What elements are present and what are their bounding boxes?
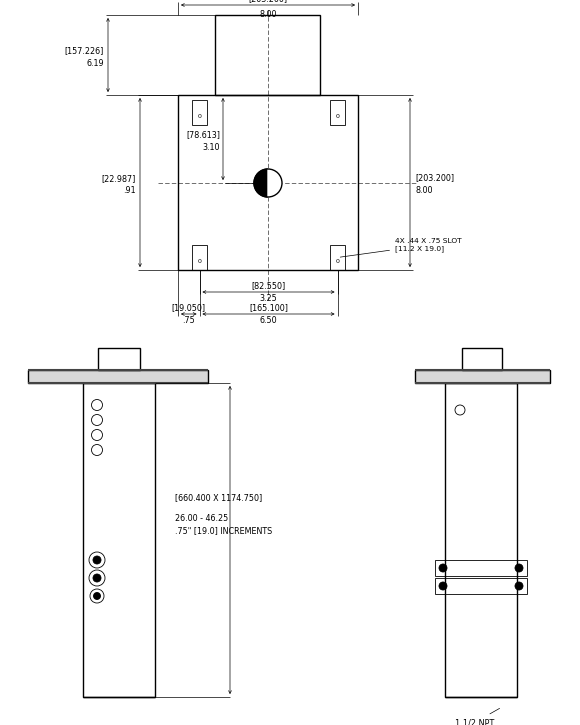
Circle shape (439, 582, 447, 590)
Text: 8.00: 8.00 (259, 10, 277, 19)
Text: 26.00 - 46.25: 26.00 - 46.25 (175, 514, 229, 523)
Text: .75" [19.0] INCREMENTS: .75" [19.0] INCREMENTS (175, 526, 272, 535)
Text: 0: 0 (336, 114, 339, 119)
Bar (178, 95, 358, 270)
Text: 3.25: 3.25 (260, 294, 277, 303)
Text: 0: 0 (198, 259, 201, 264)
Text: .91: .91 (124, 186, 136, 195)
Text: 3.10: 3.10 (202, 143, 220, 152)
Bar (98, 348, 140, 370)
Text: [82.550]: [82.550] (251, 281, 285, 290)
Polygon shape (268, 169, 282, 197)
Circle shape (93, 556, 101, 564)
Bar (330, 245, 345, 270)
Circle shape (93, 592, 100, 600)
Text: 6.19: 6.19 (86, 59, 104, 67)
Bar (435, 578, 527, 594)
Bar (192, 245, 207, 270)
Bar (192, 100, 207, 125)
Text: [78.613]: [78.613] (186, 130, 220, 139)
Circle shape (515, 564, 523, 572)
Text: [22.987]: [22.987] (102, 174, 136, 183)
Bar (28, 370, 208, 383)
Bar (215, 15, 320, 95)
Bar (435, 560, 527, 576)
Text: 0: 0 (336, 259, 339, 264)
Circle shape (439, 564, 447, 572)
Text: 1 1/2 NPT: 1 1/2 NPT (455, 708, 499, 725)
Circle shape (515, 582, 523, 590)
Polygon shape (254, 169, 268, 197)
Text: 6.50: 6.50 (260, 316, 277, 325)
Text: .75: .75 (182, 316, 195, 325)
Bar (415, 370, 550, 383)
Text: [660.400 X 1174.750]: [660.400 X 1174.750] (175, 493, 262, 502)
Bar (83, 383, 155, 697)
Text: 0: 0 (198, 114, 201, 119)
Text: 8.00: 8.00 (415, 186, 433, 195)
Text: [157.226]: [157.226] (64, 46, 104, 56)
Text: 4X .44 X .75 SLOT
[11.2 X 19.0]: 4X .44 X .75 SLOT [11.2 X 19.0] (340, 238, 462, 257)
Text: [203.200]: [203.200] (415, 173, 454, 182)
Text: [19.050]: [19.050] (172, 303, 206, 312)
Bar (445, 383, 517, 697)
Bar (330, 100, 345, 125)
Bar (462, 348, 502, 370)
Circle shape (93, 574, 101, 582)
Text: [165.100]: [165.100] (249, 303, 288, 312)
Text: [203.200]: [203.200] (248, 0, 288, 3)
